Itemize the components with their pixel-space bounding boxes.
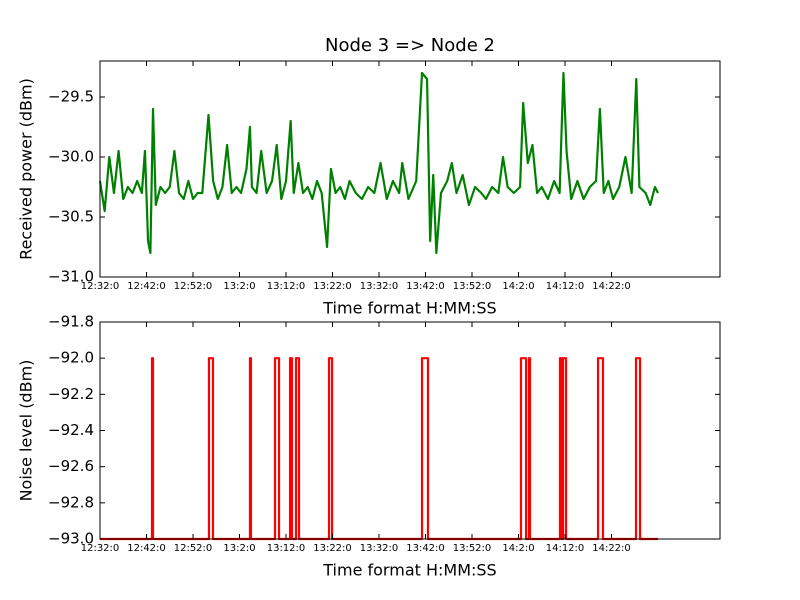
y-tick-label: −30.5 — [48, 208, 94, 226]
y-tick-label: −92.8 — [48, 493, 94, 511]
chart-title: Node 3 => Node 2 — [325, 35, 495, 56]
x-tick-label: 14:2:0 — [502, 281, 534, 292]
y-tick-label: −92.6 — [48, 457, 94, 475]
x-axis-label: Time format H:MM:SS — [322, 299, 496, 318]
x-tick-label: 14:22:0 — [592, 281, 631, 292]
x-tick-label: 12:42:0 — [127, 281, 166, 292]
y-axis-label: Noise level (dBm) — [17, 360, 36, 502]
axes-frame — [99, 321, 721, 540]
x-tick-label: 13:32:0 — [360, 281, 399, 292]
y-tick-label: −92.4 — [48, 421, 94, 439]
x-tick-label: 13:2:0 — [223, 543, 255, 554]
data-line — [98, 71, 659, 255]
y-tick-label: −93.0 — [48, 530, 94, 548]
x-tick-label: 13:52:0 — [453, 281, 492, 292]
x-tick-label: 12:32:0 — [81, 281, 120, 292]
x-tick-label: 13:42:0 — [406, 543, 445, 554]
x-tick-label: 14:2:0 — [502, 543, 534, 554]
y-tick-label: −92.2 — [48, 385, 94, 403]
y-tick-label: −30.0 — [48, 148, 94, 166]
x-tick-label: 12:42:0 — [127, 543, 166, 554]
data-line — [100, 357, 658, 541]
x-tick-label: 12:52:0 — [174, 281, 213, 292]
y-axis-label: Received power (dBm) — [17, 78, 36, 260]
x-tick-label: 13:12:0 — [267, 281, 306, 292]
x-tick-label: 13:52:0 — [453, 543, 492, 554]
x-tick-label: 12:32:0 — [81, 543, 120, 554]
axes-frame — [99, 60, 721, 278]
x-tick-label: 13:22:0 — [313, 543, 352, 554]
y-tick-label: −91.8 — [48, 313, 94, 331]
x-tick-label: 13:12:0 — [267, 543, 306, 554]
y-tick-label: −92.0 — [48, 349, 94, 367]
x-tick-label: 14:22:0 — [592, 543, 631, 554]
x-tick-label: 13:22:0 — [313, 281, 352, 292]
x-axis-label: Time format H:MM:SS — [322, 561, 496, 580]
x-tick-label: 14:12:0 — [546, 281, 585, 292]
x-tick-label: 12:52:0 — [174, 543, 213, 554]
x-tick-label: 13:42:0 — [406, 281, 445, 292]
y-tick-label: −31.0 — [48, 268, 94, 286]
x-tick-label: 13:32:0 — [360, 543, 399, 554]
x-tick-label: 13:2:0 — [223, 281, 255, 292]
x-tick-label: 14:12:0 — [546, 543, 585, 554]
y-tick-label: −29.5 — [48, 88, 94, 106]
